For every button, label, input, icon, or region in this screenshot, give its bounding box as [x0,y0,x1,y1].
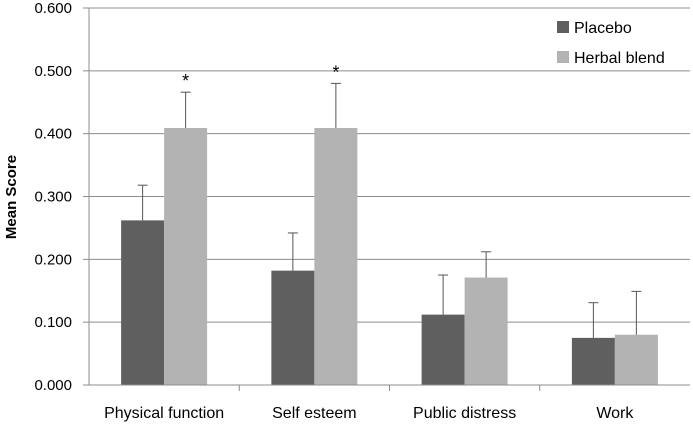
legend-swatch-herbal-blend [557,51,569,63]
y-tick-label: 0.100 [34,314,72,331]
bar-herbal-blend [614,334,658,385]
legend-label: Placebo [574,20,632,37]
legend-label: Herbal blend [574,50,665,67]
bar-herbal-blend [164,128,208,386]
axes [83,7,690,391]
x-tick-label: Work [596,405,634,422]
legend-swatch-placebo [557,21,569,33]
y-axis-label: Mean Score [3,155,20,239]
bars-group [121,128,658,386]
annotations-group: * * [182,62,339,91]
y-tick-label: 0.400 [34,126,72,143]
y-tick-label: 0.300 [34,189,72,206]
y-tick-label: 0.500 [34,63,72,80]
significance-marker: * [182,71,189,91]
bar-placebo [121,220,165,385]
bar-placebo [421,314,465,385]
y-tick-label: 0.200 [34,251,72,268]
significance-marker: * [332,62,339,82]
y-tick-labels: 0.000 0.100 0.200 0.300 0.400 0.500 0.600 [34,0,72,394]
error-bars-group [137,82,642,338]
x-tick-labels: Physical function Self esteem Public distr… [104,405,634,422]
x-tick-label: Public distress [413,405,516,422]
bar-herbal-blend [314,128,358,386]
bar-placebo [271,270,315,385]
bar-placebo [571,337,615,385]
x-tick-label: Physical function [104,405,224,422]
x-tick-label: Self esteem [272,405,356,422]
legend: Placebo Herbal blend [557,20,665,67]
y-tick-label: 0.000 [34,377,72,394]
bar-herbal-blend [464,277,508,385]
y-tick-label: 0.600 [34,0,72,17]
